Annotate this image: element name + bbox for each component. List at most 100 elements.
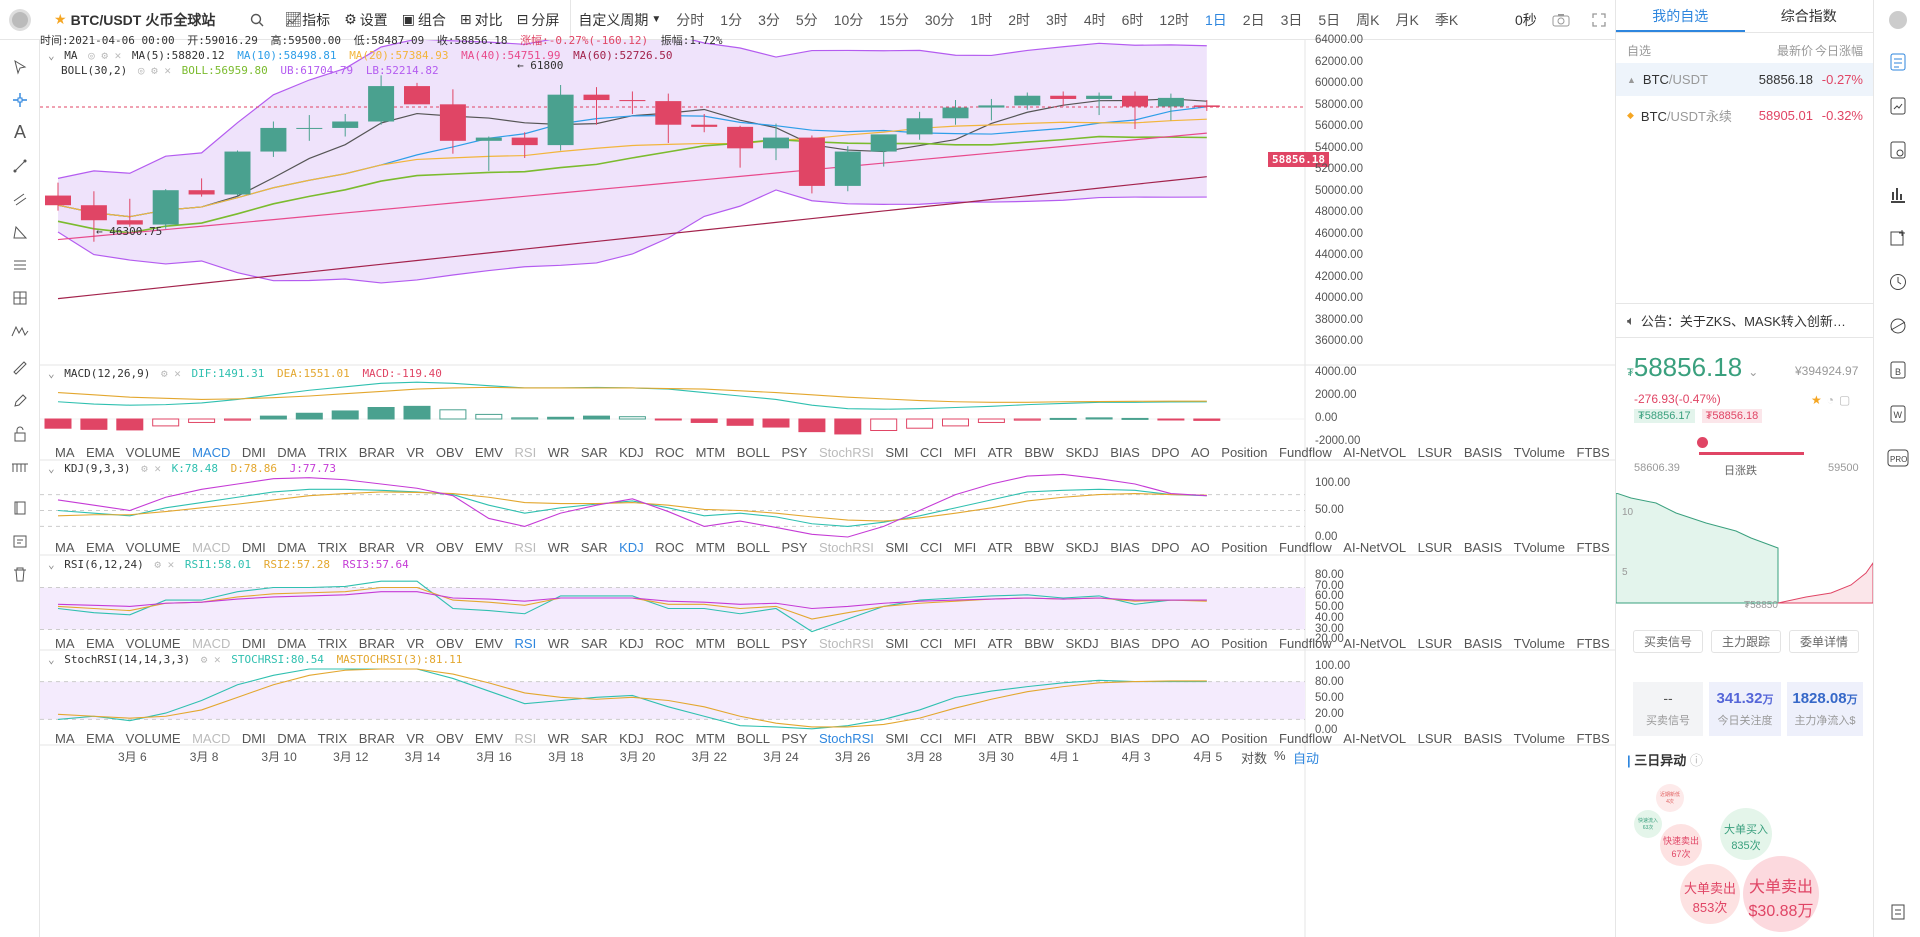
wave-pattern-icon[interactable] [0, 314, 40, 347]
planet-icon[interactable] [1874, 304, 1920, 348]
period-19[interactable]: 季K [1434, 11, 1459, 28]
indicator-tab-macd[interactable]: MACD [192, 445, 231, 460]
stochrsi-name[interactable]: StochRSI(14,14,3,3) [64, 653, 191, 666]
indicator-tab-cci[interactable]: CCI [920, 636, 943, 651]
indicator-tab-cci[interactable]: CCI [920, 731, 943, 746]
indicator-tab-boll[interactable]: BOLL [736, 731, 770, 746]
period-9[interactable]: 3时 [1046, 11, 1068, 28]
indicator-tab-volume[interactable]: VOLUME [125, 540, 181, 555]
pro-icon[interactable]: PRO [1874, 436, 1920, 480]
indicator-tab-kdj[interactable]: KDJ [619, 540, 644, 555]
indicator-tab-mfi[interactable]: MFI [953, 540, 977, 555]
indicator-tab-psy[interactable]: PSY [781, 636, 808, 651]
indicator-tab-rsi[interactable]: RSI [514, 540, 537, 555]
bubble[interactable]: 近期新低 4次 [1656, 784, 1684, 812]
indicator-tab-smi[interactable]: SMI [885, 540, 909, 555]
period-17[interactable]: 周K [1356, 11, 1380, 28]
indicator-tab-roc[interactable]: ROC [655, 731, 685, 746]
notice-bar[interactable]: 🔈︎ 公告：关于ZKS、MASK转入创新… [1616, 303, 1873, 338]
indicator-tab-macd[interactable]: MACD [192, 540, 231, 555]
indicator-tab-volume[interactable]: VOLUME [125, 445, 181, 460]
period-14[interactable]: 2日 [1242, 11, 1265, 28]
indicator-tab-sar[interactable]: SAR [580, 731, 608, 746]
indicator-tab-psy[interactable]: PSY [781, 445, 808, 460]
indicator-tab-brar[interactable]: BRAR [358, 731, 395, 746]
indicator-tab-bias[interactable]: BIAS [1110, 636, 1140, 651]
indicator-tab-trix[interactable]: TRIX [317, 445, 348, 460]
collapse-icon[interactable]: ⌄ [48, 462, 55, 475]
period-16[interactable]: 5日 [1318, 11, 1341, 28]
indicator-tab-ao[interactable]: AO [1190, 731, 1210, 746]
crosshair-icon[interactable] [0, 83, 40, 116]
indicator-tab-rsi[interactable]: RSI [514, 636, 537, 651]
magnet-icon[interactable] [0, 450, 40, 483]
indicator-tab-trix[interactable]: TRIX [317, 636, 348, 651]
indicator-tab-boll[interactable]: BOLL [736, 540, 770, 555]
indicator-tab-bbw[interactable]: BBW [1024, 731, 1054, 746]
chart-area[interactable]: 时间:2021-04-06 00:00 开:59016.29 高:59500.0… [40, 34, 1697, 937]
document-icon[interactable] [1874, 890, 1920, 934]
indicator-tab-ao[interactable]: AO [1190, 636, 1210, 651]
tab-composite-index[interactable]: 综合指数 [1780, 8, 1837, 24]
macd-name[interactable]: MACD(12,26,9) [64, 367, 151, 380]
period-13[interactable]: 1日 [1204, 11, 1227, 28]
indicator-tab-vr[interactable]: VR [406, 540, 425, 555]
bubble[interactable]: 大单卖出 $30.88万 [1743, 856, 1819, 932]
trash-icon[interactable] [0, 557, 40, 590]
rsi-controls-icon[interactable]: ⚙ ✕ [154, 558, 175, 571]
period-7[interactable]: 1时 [970, 11, 993, 28]
indicator-tab-tvolume[interactable]: TVolume [1513, 636, 1565, 651]
bubble[interactable]: 大单卖出 853次 [1680, 864, 1740, 924]
indicator-tab-smi[interactable]: SMI [885, 445, 909, 460]
bubble[interactable]: 大单买入 835次 [1720, 808, 1772, 860]
indicator-tab-trix[interactable]: TRIX [317, 540, 348, 555]
indicator-tab-obv[interactable]: OBV [435, 636, 464, 651]
fullscreen-icon[interactable] [1585, 0, 1613, 40]
indicator-tab-basis[interactable]: BASIS [1463, 636, 1503, 651]
ma-name[interactable]: MA [64, 49, 78, 62]
main-force-button[interactable]: 主力跟踪 [1711, 630, 1781, 653]
period-15[interactable]: 3日 [1280, 11, 1303, 28]
order-detail-button[interactable]: 委单详情 [1789, 630, 1859, 653]
indicator-tab-smi[interactable]: SMI [885, 636, 909, 651]
indicator-tab-vr[interactable]: VR [406, 731, 425, 746]
period-1[interactable]: 1分 [720, 11, 743, 28]
indicator-tab-roc[interactable]: ROC [655, 445, 685, 460]
indicator-tab-skdj[interactable]: SKDJ [1065, 636, 1099, 651]
indicator-tab-atr[interactable]: ATR [987, 445, 1013, 460]
document-w-icon[interactable]: W [1874, 392, 1920, 436]
indicator-tab-ai-netvol[interactable]: AI-NetVOL [1343, 636, 1407, 651]
indicator-tab-ma[interactable]: MA [55, 445, 75, 460]
indicator-tab-ao[interactable]: AO [1190, 540, 1210, 555]
indicator-button[interactable]: 📈︎ 指标 [284, 11, 331, 28]
indicator-tab-ma[interactable]: MA [55, 731, 75, 746]
indicator-tab-dmi[interactable]: DMI [241, 731, 266, 746]
indicator-tab-ai-netvol[interactable]: AI-NetVOL [1343, 731, 1407, 746]
eye-icon[interactable]: ◎ ⚙ ✕ [88, 49, 122, 62]
indicator-tab-mfi[interactable]: MFI [953, 445, 977, 460]
indicator-tab-kdj[interactable]: KDJ [619, 636, 644, 651]
template-icon[interactable] [0, 491, 40, 524]
period-3[interactable]: 5分 [795, 11, 818, 28]
indicator-tab-mtm[interactable]: MTM [695, 540, 726, 555]
indicator-tab-skdj[interactable]: SKDJ [1065, 540, 1099, 555]
period-2[interactable]: 3分 [758, 11, 780, 28]
log-scale-toggle[interactable]: 对数 [1241, 751, 1268, 766]
indicator-tab-lsur[interactable]: LSUR [1417, 445, 1453, 460]
indicator-tab-ai-netvol[interactable]: AI-NetVOL [1343, 540, 1407, 555]
add-pane-icon[interactable] [1874, 216, 1920, 260]
indicator-tab-fundflow[interactable]: Fundflow [1279, 636, 1332, 651]
period-4[interactable]: 10分 [833, 11, 864, 28]
indicator-tab-dpo[interactable]: DPO [1151, 445, 1180, 460]
period-10[interactable]: 4时 [1083, 11, 1106, 28]
fib-retracement-icon[interactable] [0, 248, 40, 281]
indicator-tab-bbw[interactable]: BBW [1024, 636, 1054, 651]
indicator-tab-ema[interactable]: EMA [86, 540, 115, 555]
indicator-tab-emv[interactable]: EMV [474, 445, 504, 460]
indicator-tab-sar[interactable]: SAR [580, 636, 608, 651]
stochrsi-controls-icon[interactable]: ⚙ ✕ [200, 653, 221, 666]
indicator-tab-tvolume[interactable]: TVolume [1513, 445, 1565, 460]
indicator-tab-bias[interactable]: BIAS [1110, 540, 1140, 555]
indicator-tab-stochrsi[interactable]: StochRSI [818, 540, 874, 555]
tab-my-watchlist[interactable]: 我的自选 [1616, 0, 1745, 32]
